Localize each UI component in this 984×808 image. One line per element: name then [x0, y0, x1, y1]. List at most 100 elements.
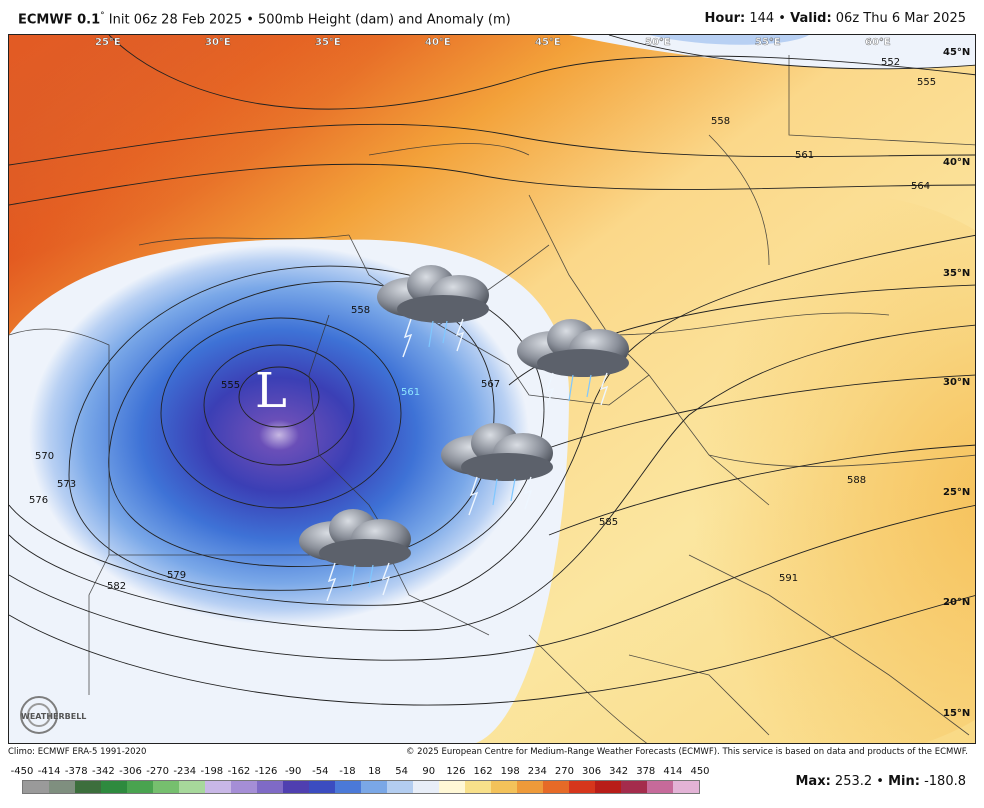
valid-value: 06z Thu 6 Mar 2025 [831, 11, 966, 26]
scale-swatch [387, 781, 413, 793]
scale-swatch [517, 781, 543, 793]
lon-45e: 45°E [535, 37, 561, 48]
lat-35n: 35°N [943, 268, 970, 279]
scale-swatch [361, 781, 387, 793]
max-value: 253.2 [830, 774, 873, 789]
scale-swatch [231, 781, 257, 793]
forecast-map[interactable]: 45°N 40°N 35°N 30°N 25°N 20°N 15°N 25°E … [8, 34, 976, 744]
lat-40n: 40°N [943, 157, 970, 168]
contour-label-561-low: 561 [401, 387, 420, 398]
scale-color-bar [22, 780, 700, 794]
scale-swatch [283, 781, 309, 793]
scale-tick-label: 198 [500, 766, 520, 777]
scale-swatch [595, 781, 621, 793]
lon-40e: 40°E [425, 37, 451, 48]
scale-swatch [205, 781, 231, 793]
scale-tick-label: -198 [200, 766, 224, 777]
min-label: Min: [888, 774, 920, 789]
scale-tick-label: -18 [339, 766, 356, 777]
lon-55e: 55°E [755, 37, 781, 48]
scale-swatch [569, 781, 595, 793]
copyright-credit: © 2025 European Centre for Medium-Range … [405, 747, 968, 757]
scale-tick-label: -342 [92, 766, 115, 777]
scale-swatch [543, 781, 569, 793]
storm-cloud-icon [299, 509, 411, 602]
scale-swatch [439, 781, 465, 793]
map-title: ECMWF 0.1° Init 06z 28 Feb 2025 • 500mb … [18, 11, 511, 27]
scale-tick-label: -90 [285, 766, 302, 777]
max-label: Max: [795, 774, 831, 789]
cool-anomaly-north [569, 35, 975, 69]
scale-tick-label: -126 [254, 766, 278, 777]
scale-swatch [49, 781, 75, 793]
anomaly-color-scale: -450 -414 -378 -342 -306 -270 -234 -198 -162 -126… [0, 760, 984, 808]
logo-text: WEATHERBELL [21, 712, 86, 721]
scale-swatch [179, 781, 205, 793]
hour-value: 144 • [745, 11, 791, 26]
lon-labels: 25°E 30°E 35°E 40°E 45°E 50°E 55°E 60°E [95, 37, 891, 48]
scale-tick-labels: -450 -414 -378 -342 -306 -270 -234 -198 -162 -126… [11, 766, 710, 778]
lon-60e: 60°E [865, 37, 891, 48]
contour-label-555-ne: 555 [917, 77, 936, 88]
scale-tick-label: -450 [10, 766, 34, 777]
contour-label-576: 576 [29, 495, 48, 506]
scale-tick-label: 342 [609, 766, 629, 777]
contour-label-555-low: 555 [221, 380, 240, 391]
contour-label-588: 588 [847, 475, 866, 486]
scale-tick-label: 126 [446, 766, 466, 777]
contour-label-552: 552 [881, 57, 900, 68]
scale-swatch [75, 781, 101, 793]
lon-35e: 35°E [315, 37, 341, 48]
contour-label-558-ne: 558 [711, 116, 730, 127]
scale-swatch [309, 781, 335, 793]
weatherbell-logo: WEATHERBELL [20, 696, 86, 734]
contour-label-573: 573 [57, 479, 76, 490]
scale-swatch [335, 781, 361, 793]
scale-tick-label: -234 [173, 766, 197, 777]
lat-labels: 45°N 40°N 35°N 30°N 25°N 20°N 15°N [943, 47, 970, 719]
scale-tick-label: -414 [37, 766, 61, 777]
lat-25n: 25°N [943, 487, 970, 498]
scale-swatch [153, 781, 179, 793]
min-value: -180.8 [919, 774, 966, 789]
storm-cloud-icon [441, 423, 553, 516]
scale-swatch [647, 781, 673, 793]
valid-time: Hour: 144 • Valid: 06z Thu 6 Mar 2025 [705, 11, 966, 26]
valid-label: Valid: [790, 11, 832, 26]
contour-label-564: 564 [911, 181, 930, 192]
scale-swatch [621, 781, 647, 793]
contour-label-585: 585 [599, 517, 618, 528]
scale-swatch [491, 781, 517, 793]
contour-label-567: 567 [481, 379, 500, 390]
max-min-readout: Max: 253.2 • Min: -180.8 [796, 774, 967, 789]
scale-tick-label: -306 [119, 766, 142, 777]
warm-anomaly-east [589, 195, 975, 743]
lat-20n: 20°N [943, 597, 970, 608]
scale-swatch [101, 781, 127, 793]
degree-symbol: ° [100, 11, 105, 21]
contour-label-561-ne: 561 [795, 150, 814, 161]
map-canvas: 45°N 40°N 35°N 30°N 25°N 20°N 15°N 25°E … [9, 35, 975, 743]
scale-tick-label: 378 [636, 766, 656, 777]
contour-labels: 552 555 558 561 564 567 570 573 576 579 … [29, 57, 936, 592]
scale-swatch [257, 781, 283, 793]
scale-tick-label: -162 [227, 766, 251, 777]
lat-45n: 45°N [943, 47, 970, 58]
scale-tick-label: 450 [690, 766, 710, 777]
model-name: ECMWF 0.1 [18, 12, 101, 28]
contour-label-579: 579 [167, 570, 186, 581]
scale-swatch [127, 781, 153, 793]
scale-swatch [465, 781, 491, 793]
scale-swatch [673, 781, 699, 793]
contour-label-570: 570 [35, 451, 54, 462]
cool-anomaly-north-core [649, 35, 809, 45]
scale-tick-label: 54 [395, 766, 409, 777]
storm-cloud-icon [517, 319, 629, 412]
init-text: Init 06z 28 Feb 2025 • 500mb Height (dam… [104, 12, 511, 28]
scale-swatch [413, 781, 439, 793]
lat-15n: 15°N [943, 708, 970, 719]
scale-tick-label: 414 [663, 766, 683, 777]
scale-tick-label: 90 [422, 766, 436, 777]
separator: • [872, 774, 889, 789]
hour-label: Hour: [704, 11, 746, 26]
